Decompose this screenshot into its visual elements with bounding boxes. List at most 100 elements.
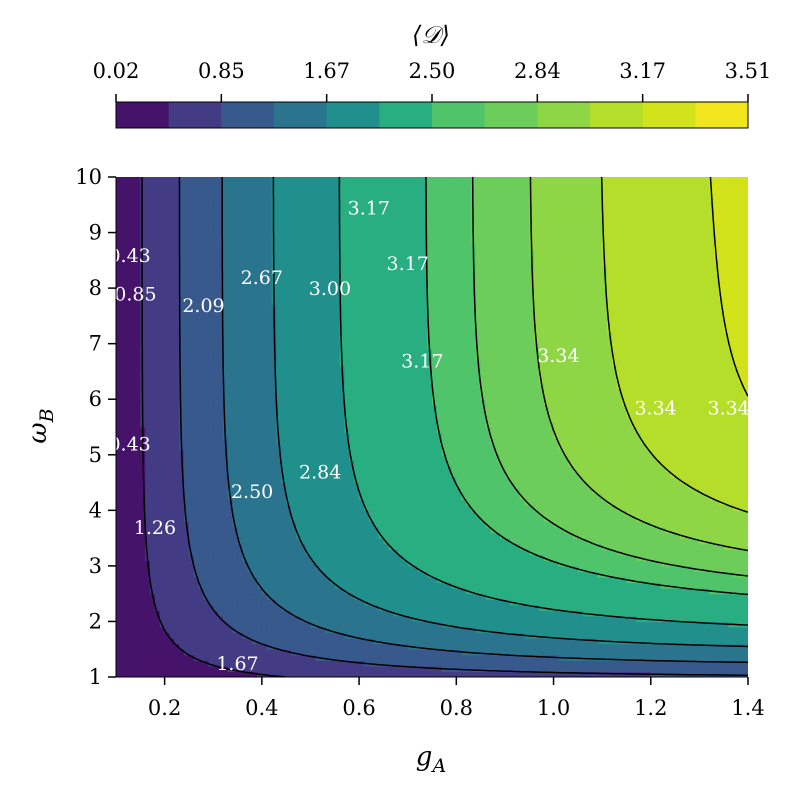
contour-band-cell xyxy=(641,554,647,561)
contour-band-cell xyxy=(509,515,516,523)
contour-band-cell xyxy=(261,510,268,517)
contour-band-cell xyxy=(675,643,681,650)
contour-band-cell xyxy=(227,465,234,473)
contour-band-cell xyxy=(383,493,389,500)
contour-band-cell xyxy=(354,654,360,661)
contour-band-cell xyxy=(602,593,608,600)
contour-band-cell xyxy=(529,532,535,539)
contour-band-cell xyxy=(514,554,521,561)
contour-band-cell xyxy=(125,521,132,528)
colorbar xyxy=(116,102,749,128)
contour-band-cell xyxy=(169,488,175,495)
contour-band-cell xyxy=(198,654,205,661)
contour-band-cell xyxy=(417,549,423,556)
contour-band-cell xyxy=(140,665,146,673)
contour-band-cell xyxy=(120,621,127,628)
contour-band-cell xyxy=(388,582,394,589)
contour-band-cell xyxy=(281,649,287,656)
contour-band-cell xyxy=(349,527,355,534)
contour-band-cell xyxy=(500,571,506,578)
contour-band-cell xyxy=(718,632,725,639)
contour-band-cell xyxy=(174,610,180,617)
contour-band-cell xyxy=(164,599,171,606)
contour-band-cell xyxy=(305,627,312,634)
contour-band-cell xyxy=(524,604,530,611)
contour-band-cell xyxy=(349,554,355,561)
contour-band-cell xyxy=(582,471,589,478)
contour-band-cell xyxy=(451,565,457,573)
contour-band-cell xyxy=(383,465,389,473)
contour-band-cell xyxy=(130,477,137,484)
contour-band-cell xyxy=(402,632,409,639)
contour-band-cell xyxy=(709,643,715,650)
contour-band-cell xyxy=(621,527,628,534)
contour-band-cell xyxy=(529,554,535,561)
contour-band-cell xyxy=(553,577,559,584)
contour-band-cell xyxy=(159,510,166,517)
contour-band-cell xyxy=(704,610,710,617)
contour-band-cell xyxy=(451,627,457,634)
contour-band-cell xyxy=(232,638,239,645)
contour-band-cell xyxy=(213,538,219,545)
contour-band-cell xyxy=(495,593,501,600)
contour-band-cell xyxy=(602,665,608,673)
contour-band-cell xyxy=(572,649,579,656)
contour-band-cell xyxy=(393,560,399,567)
contour-band-cell xyxy=(208,632,214,639)
contour-band-cell xyxy=(709,582,715,589)
contour-band-cell xyxy=(174,488,180,495)
contour-band-cell xyxy=(363,571,370,578)
contour-band-cell xyxy=(261,610,268,617)
contour-band-cell xyxy=(568,660,574,667)
contour-band-cell xyxy=(563,660,569,667)
contour-band-cell xyxy=(218,560,224,567)
contour-band-cell xyxy=(397,599,404,606)
contour-band-cell xyxy=(495,482,501,489)
contour-band-cell xyxy=(548,610,555,617)
contour-band-cell xyxy=(723,660,730,667)
contour-band-cell xyxy=(402,510,409,517)
contour-band-cell xyxy=(563,599,569,606)
contour-band-cell xyxy=(125,604,132,611)
contour-band-cell xyxy=(572,638,579,645)
contour-band-cell xyxy=(519,671,525,677)
contour-band-cell xyxy=(130,660,137,667)
contour-band-cell xyxy=(179,499,185,506)
contour-band-cell xyxy=(325,660,331,667)
contour-band-cell xyxy=(461,582,467,589)
contour-band-cell xyxy=(480,521,487,528)
contour-band-cell xyxy=(422,643,428,650)
contour-band-cell xyxy=(354,638,360,645)
contour-band-cell xyxy=(329,471,336,478)
contour-band-cell xyxy=(572,482,579,489)
contour-band-cell xyxy=(393,660,399,667)
contour-band-cell xyxy=(276,593,282,600)
contour-band-cell xyxy=(393,604,399,611)
contour-band-cell xyxy=(130,621,137,628)
contour-band-cell xyxy=(490,593,496,600)
colorbar-band xyxy=(432,102,486,128)
contour-band-cell xyxy=(436,471,443,478)
contour-band-cell xyxy=(354,621,360,628)
contour-band-cell xyxy=(597,599,603,606)
contour-band-cell xyxy=(432,627,438,634)
contour-band-cell xyxy=(641,527,647,534)
contour-band-cell xyxy=(130,554,137,561)
contour-band-cell xyxy=(641,627,647,634)
contour-band-cell xyxy=(412,493,419,500)
contour-band-cell xyxy=(363,515,370,523)
contour-band-cell xyxy=(397,560,404,567)
contour-band-cell xyxy=(271,477,278,484)
contour-band-cell xyxy=(553,610,559,617)
contour-band-cell xyxy=(466,593,472,600)
contour-band-cell xyxy=(607,599,613,606)
contour-band-cell xyxy=(188,482,195,489)
contour-band-cell xyxy=(704,577,710,584)
contour-band-cell xyxy=(349,565,355,573)
contour-band-cell xyxy=(388,549,394,556)
contour-band-cell xyxy=(524,521,530,528)
contour-band-cell xyxy=(344,671,350,677)
contour-band-cell xyxy=(310,554,316,561)
contour-band-cell xyxy=(402,543,409,550)
contour-band-cell xyxy=(291,654,297,661)
